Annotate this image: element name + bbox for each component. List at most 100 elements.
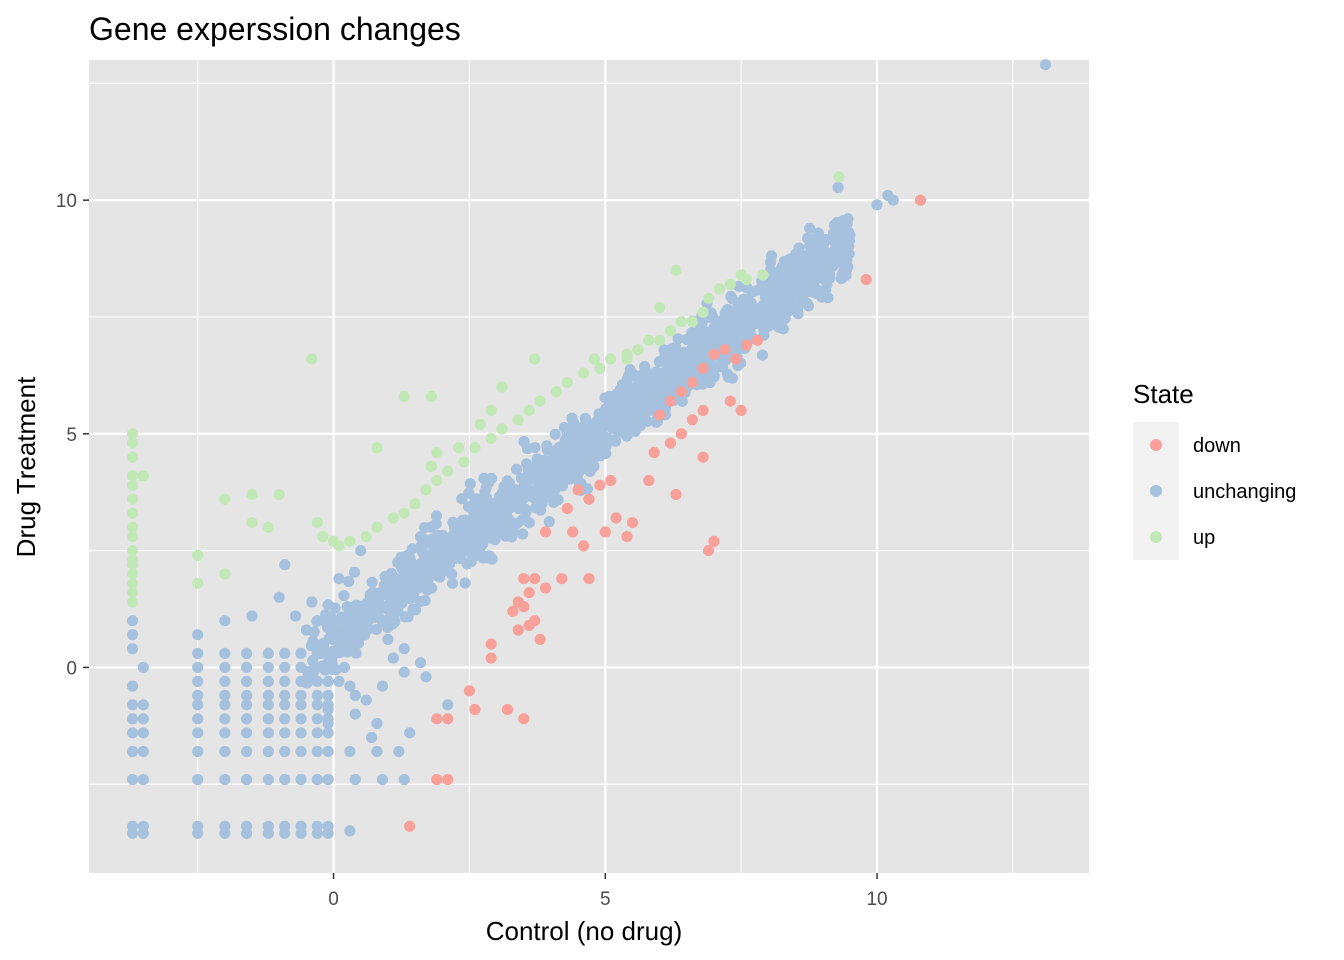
point-unchanging	[241, 661, 253, 674]
point-unchanging	[420, 581, 432, 594]
point-down	[485, 652, 497, 664]
point-unchanging	[659, 372, 671, 384]
point-down	[643, 474, 655, 487]
point-unchanging	[828, 227, 840, 239]
point-unchanging	[137, 713, 149, 725]
point-unchanging	[322, 827, 334, 839]
point-unchanging	[607, 404, 619, 416]
point-up	[192, 577, 204, 589]
point-up	[550, 386, 563, 398]
point-unchanging	[405, 589, 417, 601]
point-unchanging	[241, 727, 253, 739]
point-unchanging	[126, 774, 139, 786]
point-unchanging	[676, 395, 688, 407]
point-up	[485, 404, 497, 416]
point-unchanging	[376, 680, 389, 692]
point-up	[425, 460, 437, 473]
point-down	[654, 409, 666, 421]
point-down	[605, 474, 617, 487]
point-up	[485, 432, 497, 445]
legend-key-down	[1150, 439, 1162, 451]
point-unchanging	[549, 478, 561, 490]
point-unchanging	[499, 489, 511, 501]
point-unchanging	[322, 675, 334, 688]
point-down	[485, 638, 497, 650]
point-up	[724, 278, 736, 290]
point-unchanging	[479, 486, 491, 498]
point-up	[192, 549, 204, 561]
point-unchanging	[241, 745, 253, 758]
point-unchanging	[614, 383, 626, 395]
point-unchanging	[636, 395, 648, 407]
point-down	[539, 526, 552, 538]
point-unchanging	[887, 194, 899, 206]
point-down	[914, 194, 927, 206]
point-unchanging	[262, 713, 274, 725]
point-up	[262, 521, 274, 533]
point-unchanging	[371, 745, 383, 758]
point-up	[371, 442, 383, 454]
point-unchanging	[548, 496, 560, 508]
point-unchanging	[795, 255, 807, 267]
point-unchanging	[619, 419, 631, 431]
point-unchanging	[398, 643, 410, 655]
point-unchanging	[811, 238, 824, 250]
point-unchanging	[660, 354, 672, 366]
point-down	[431, 774, 443, 786]
point-unchanging	[475, 495, 487, 507]
point-unchanging	[383, 612, 395, 624]
point-down	[578, 540, 590, 552]
legend-key-unchanging	[1150, 485, 1162, 497]
point-unchanging	[311, 647, 323, 660]
point-unchanging	[442, 699, 454, 711]
point-up	[496, 381, 508, 393]
point-unchanging	[346, 602, 358, 614]
point-unchanging	[582, 448, 595, 460]
point-unchanging	[733, 280, 745, 293]
point-down	[670, 488, 682, 501]
point-unchanging	[219, 615, 231, 627]
point-unchanging	[493, 524, 506, 537]
grid-minor	[89, 60, 1089, 873]
point-down	[594, 479, 606, 491]
point-down	[556, 573, 568, 585]
point-unchanging	[295, 713, 307, 725]
point-unchanging	[512, 495, 524, 507]
point-unchanging	[279, 689, 291, 702]
point-up	[126, 479, 139, 491]
point-up	[431, 474, 443, 487]
point-unchanging	[678, 362, 690, 374]
point-unchanging	[820, 233, 832, 246]
point-unchanging	[668, 378, 680, 390]
point-unchanging	[338, 661, 350, 674]
point-down	[523, 587, 535, 599]
point-up	[126, 493, 139, 505]
point-unchanging	[712, 324, 724, 336]
point-unchanging	[1039, 59, 1052, 71]
point-unchanging	[644, 368, 656, 380]
y-tick-label: 0	[66, 658, 77, 679]
point-unchanging	[126, 680, 139, 692]
point-down	[686, 414, 698, 426]
point-down	[507, 605, 519, 617]
point-unchanging	[767, 285, 780, 297]
point-unchanging	[507, 520, 519, 532]
point-up	[409, 498, 421, 510]
point-unchanging	[370, 623, 383, 636]
point-unchanging	[311, 827, 323, 839]
point-unchanging	[262, 661, 274, 674]
point-unchanging	[499, 509, 511, 522]
point-unchanging	[219, 727, 231, 739]
point-down	[567, 526, 579, 538]
point-unchanging	[371, 717, 383, 730]
point-unchanging	[322, 703, 334, 716]
point-unchanging	[749, 317, 761, 329]
point-unchanging	[419, 594, 431, 607]
point-up	[306, 353, 318, 365]
point-unchanging	[577, 421, 589, 433]
point-unchanging	[273, 591, 285, 603]
point-unchanging	[262, 727, 274, 739]
point-unchanging	[802, 300, 815, 312]
point-up	[578, 367, 590, 379]
point-down	[442, 713, 454, 725]
